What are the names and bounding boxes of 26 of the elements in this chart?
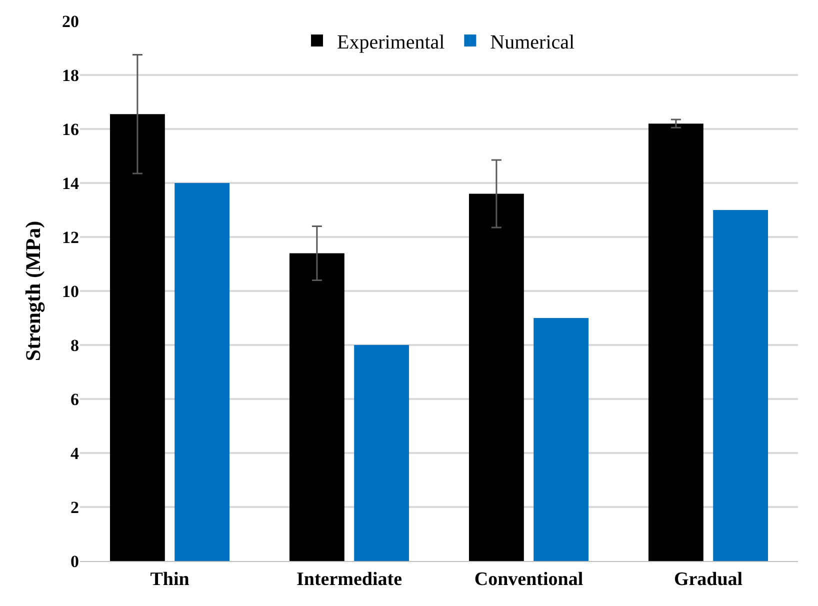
legend-label: Numerical xyxy=(490,31,576,54)
y-tick-label: 4 xyxy=(70,444,80,463)
bar xyxy=(534,318,589,561)
y-tick-label: 0 xyxy=(70,552,79,571)
y-tick-label: 12 xyxy=(62,228,79,247)
bar xyxy=(713,210,768,561)
bar xyxy=(648,124,704,561)
bar xyxy=(110,114,165,561)
bar xyxy=(174,183,230,561)
y-tick-label: 2 xyxy=(70,498,79,517)
y-tick-label: 16 xyxy=(62,120,79,139)
x-tick-label: Gradual xyxy=(674,568,743,590)
y-axis-title: Strength (MPa) xyxy=(21,220,46,362)
x-tick-label: Conventional xyxy=(474,568,584,590)
bar xyxy=(468,194,524,561)
bar xyxy=(354,345,410,561)
legend-label: Experimental xyxy=(337,31,446,54)
y-tick-label: 8 xyxy=(70,336,79,355)
y-tick-label: 10 xyxy=(62,282,79,301)
x-tick-label: Thin xyxy=(150,568,190,590)
bar xyxy=(289,253,344,561)
y-tick-label: 18 xyxy=(62,66,79,85)
x-tick-label: Intermediate xyxy=(296,568,402,590)
y-tick-label: 14 xyxy=(62,174,80,193)
y-tick-label: 6 xyxy=(70,390,79,409)
y-tick-label: 20 xyxy=(62,12,79,31)
